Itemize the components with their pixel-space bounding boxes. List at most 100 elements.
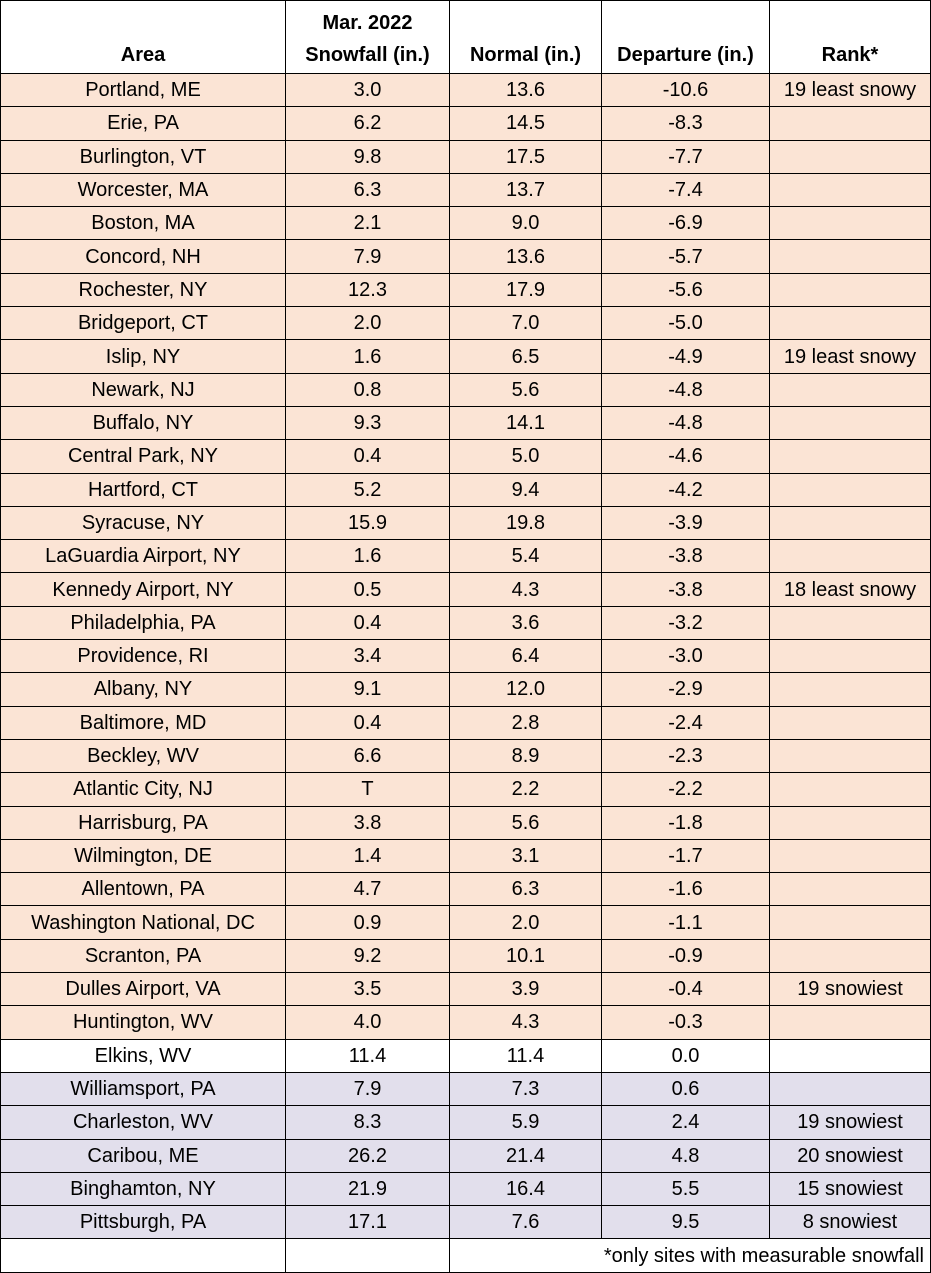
- table-cell: -5.7: [601, 239, 770, 274]
- table-row: Concord, NH 7.9 13.6 -5.7: [0, 239, 931, 274]
- table-cell: [769, 772, 931, 807]
- table-cell: -3.2: [601, 605, 770, 641]
- table-cell: -1.6: [601, 872, 770, 907]
- table-cell: Huntington, WV: [0, 1005, 286, 1040]
- table-cell: 6.5: [449, 339, 602, 374]
- table-cell: 15.9: [285, 505, 450, 541]
- table-cell: Binghamton, NY: [0, 1171, 286, 1207]
- table-cell: 18 least snowy: [769, 572, 931, 607]
- table-cell: -5.0: [601, 306, 770, 341]
- table-cell: Rochester, NY: [0, 272, 286, 308]
- table-cell: Boston, MA: [0, 206, 286, 241]
- table-cell: Philadelphia, PA: [0, 605, 286, 641]
- table-cell: 3.0: [285, 72, 450, 108]
- table-cell: 13.7: [449, 172, 602, 208]
- table-cell: [769, 905, 931, 940]
- table-cell: 8.9: [449, 738, 602, 774]
- table-cell: Syracuse, NY: [0, 505, 286, 541]
- table-cell: [769, 639, 931, 674]
- table-row: Newark, NJ 0.8 5.6 -4.8: [0, 372, 931, 407]
- table-cell: Pittsburgh, PA: [0, 1205, 286, 1240]
- table-cell: 5.9: [449, 1105, 602, 1140]
- table-row: Dulles Airport, VA 3.5 3.9 -0.4 19 snowiest: [0, 972, 931, 1007]
- table-cell: 1.4: [285, 838, 450, 874]
- table-cell: 0.4: [285, 605, 450, 641]
- table-cell: 15 snowiest: [769, 1171, 931, 1207]
- table-cell: [769, 306, 931, 341]
- table-cell: -8.3: [601, 106, 770, 141]
- table-cell: 19 snowiest: [769, 1105, 931, 1140]
- table-row: Burlington, VT 9.8 17.5 -7.7: [0, 139, 931, 174]
- table-cell: Newark, NJ: [0, 372, 286, 407]
- table-cell: Elkins, WV: [0, 1038, 286, 1073]
- table-cell: [769, 1071, 931, 1107]
- table-row: Harrisburg, PA 3.8 5.6 -1.8: [0, 805, 931, 840]
- table-cell: 9.1: [285, 672, 450, 707]
- table-cell: 0.5: [285, 572, 450, 607]
- table-cell: [769, 439, 931, 474]
- table-cell: 10.1: [449, 938, 602, 974]
- table-cell: 2.0: [449, 905, 602, 940]
- table-cell: -5.6: [601, 272, 770, 308]
- table-row: Worcester, MA 6.3 13.7 -7.4: [0, 172, 931, 208]
- table-row: LaGuardia Airport, NY 1.6 5.4 -3.8: [0, 539, 931, 574]
- table-cell: 11.4: [285, 1038, 450, 1073]
- table-cell: [769, 405, 931, 441]
- table-cell: 1.6: [285, 539, 450, 574]
- table-row: Islip, NY 1.6 6.5 -4.9 19 least snowy: [0, 339, 931, 374]
- table-row: Boston, MA 2.1 9.0 -6.9: [0, 206, 931, 241]
- table-cell: Harrisburg, PA: [0, 805, 286, 840]
- table-cell: LaGuardia Airport, NY: [0, 539, 286, 574]
- table-cell: Baltimore, MD: [0, 705, 286, 740]
- table-cell: -0.4: [601, 972, 770, 1007]
- table-row: Buffalo, NY 9.3 14.1 -4.8: [0, 405, 931, 441]
- table-cell: [769, 372, 931, 407]
- table-row: Philadelphia, PA 0.4 3.6 -3.2: [0, 605, 931, 641]
- table-cell: [769, 838, 931, 874]
- table-cell: 6.6: [285, 738, 450, 774]
- table-cell: Central Park, NY: [0, 439, 286, 474]
- table-cell: 4.3: [449, 1005, 602, 1040]
- table-cell: Islip, NY: [0, 339, 286, 374]
- table-row: Pittsburgh, PA 17.1 7.6 9.5 8 snowiest: [0, 1205, 931, 1240]
- table-cell: [769, 1038, 931, 1073]
- table-cell: 5.6: [449, 372, 602, 407]
- table-cell: 14.1: [449, 405, 602, 441]
- table-cell: 6.4: [449, 639, 602, 674]
- table-cell: [769, 938, 931, 974]
- table-cell: [769, 472, 931, 507]
- table-cell: -7.4: [601, 172, 770, 208]
- table-cell: Burlington, VT: [0, 139, 286, 174]
- table-cell: 14.5: [449, 106, 602, 141]
- table-row: Baltimore, MD 0.4 2.8 -2.4: [0, 705, 931, 740]
- table-cell: [769, 672, 931, 707]
- table-cell: Allentown, PA: [0, 872, 286, 907]
- table-cell: [769, 605, 931, 641]
- column-header: Departure (in.): [601, 0, 770, 74]
- table-cell: [0, 1238, 286, 1273]
- table-cell: Caribou, ME: [0, 1138, 286, 1173]
- table-cell: 7.3: [449, 1071, 602, 1107]
- table-cell: 9.4: [449, 472, 602, 507]
- table-cell: 3.9: [449, 972, 602, 1007]
- table-cell: 7.9: [285, 1071, 450, 1107]
- table-cell: 0.6: [601, 1071, 770, 1107]
- table-cell: [769, 172, 931, 208]
- table-cell: [769, 272, 931, 308]
- table-cell: 12.0: [449, 672, 602, 707]
- table-cell: 19 snowiest: [769, 972, 931, 1007]
- table-cell: [769, 872, 931, 907]
- table-row: Providence, RI 3.4 6.4 -3.0: [0, 639, 931, 674]
- table-cell: Hartford, CT: [0, 472, 286, 507]
- table-cell: 2.2: [449, 772, 602, 807]
- table-row: Rochester, NY 12.3 17.9 -5.6: [0, 272, 931, 308]
- table-cell: -4.2: [601, 472, 770, 507]
- table-cell: Charleston, WV: [0, 1105, 286, 1140]
- table-cell: [769, 239, 931, 274]
- table-cell: Portland, ME: [0, 72, 286, 108]
- table-cell: 0.4: [285, 439, 450, 474]
- table-cell: -4.8: [601, 405, 770, 441]
- table-row: Atlantic City, NJ T 2.2 -2.2: [0, 772, 931, 807]
- table-cell: 1.6: [285, 339, 450, 374]
